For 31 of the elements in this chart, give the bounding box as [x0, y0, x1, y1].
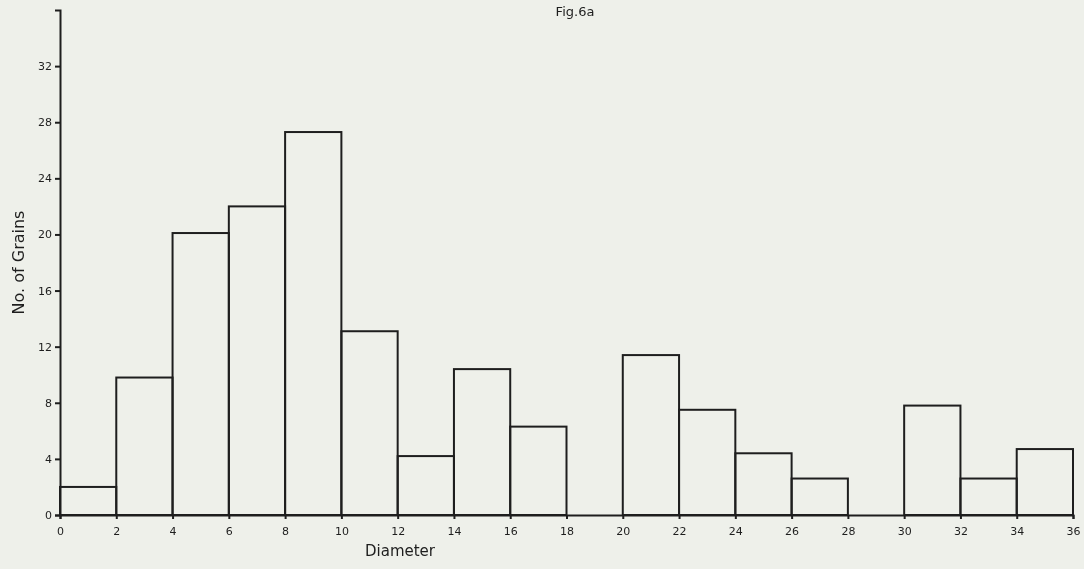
x-axis-title: Diameter [364, 542, 436, 560]
x-tick-label: 4 [169, 524, 177, 538]
x-tick-label: 26 [785, 524, 800, 538]
x-tick-label: 6 [225, 524, 233, 538]
x-tick-label: 32 [953, 524, 968, 538]
y-axis-title: No. of Grains [9, 210, 28, 315]
chart-title: Fig.6a [555, 4, 595, 19]
y-tick-label: 28 [38, 116, 52, 130]
x-tick-label: 24 [728, 524, 743, 538]
x-tick-label: 28 [841, 524, 856, 538]
y-tick-label: 20 [38, 228, 52, 242]
y-tick-label: 32 [38, 60, 52, 74]
x-tick-label: 36 [1066, 524, 1081, 538]
y-tick-label: 0 [45, 509, 52, 523]
y-tick-label: 8 [45, 396, 52, 410]
x-tick-label: 22 [672, 524, 687, 538]
x-tick-label: 10 [334, 524, 349, 538]
x-tick-label: 16 [503, 524, 518, 538]
x-tick-label: 30 [897, 524, 912, 538]
x-tick-label: 2 [113, 524, 121, 538]
y-tick-label: 4 [45, 452, 52, 466]
x-tick-label: 14 [447, 524, 462, 538]
y-tick-label: 12 [38, 340, 52, 354]
y-tick-label: 24 [38, 172, 52, 186]
y-tick-label: 16 [38, 284, 52, 298]
x-tick-label: 8 [282, 524, 290, 538]
x-tick-label: 18 [560, 524, 574, 538]
x-tick-label: 34 [1010, 524, 1025, 538]
x-tick-label: 20 [616, 524, 631, 538]
x-tick-label: 0 [57, 524, 64, 538]
x-tick-label: 12 [391, 524, 406, 538]
